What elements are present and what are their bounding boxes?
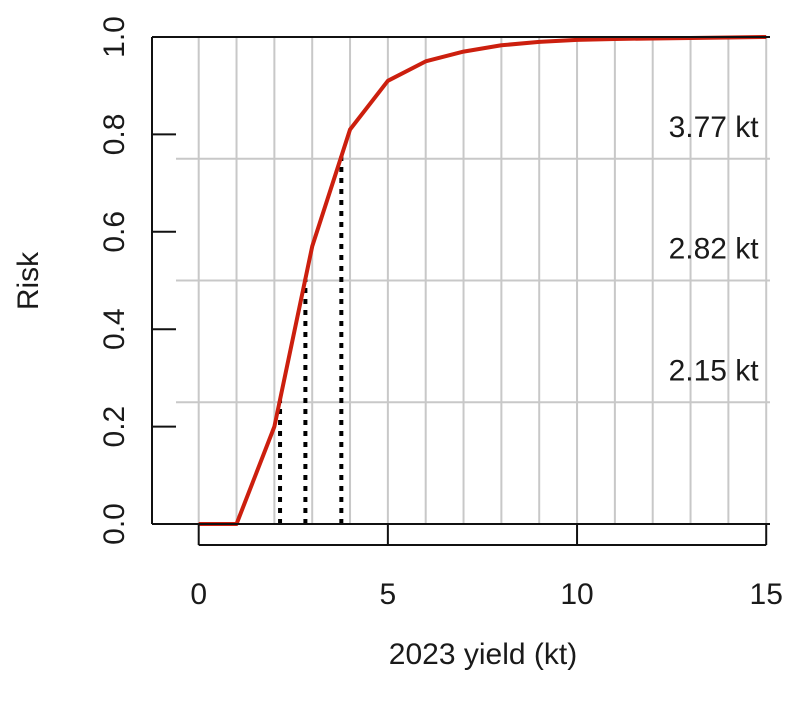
annotation-label: 2.82 kt: [669, 233, 760, 266]
grid-layer: [176, 37, 770, 524]
risk-curve: [198, 35, 767, 526]
x-axis-title: 2023 yield (kt): [389, 638, 577, 671]
frame-layer: [176, 36, 770, 525]
y-tick-label: 0.0: [98, 503, 131, 545]
y-axis-title: Risk: [12, 251, 45, 310]
series-layer: [198, 35, 767, 526]
y-tick-label: 0.6: [98, 211, 131, 253]
y-tick-label: 0.8: [98, 114, 131, 156]
y-tick-label: 1.0: [98, 16, 131, 58]
axis-layer: 0.0 0.2 0.4 0.6 0.8 1.0 0 5 10 15: [98, 16, 783, 611]
annotation-label: 3.77 kt: [669, 111, 760, 144]
reference-lines-layer: [278, 156, 344, 524]
annotation-label: 2.15 kt: [669, 354, 760, 387]
x-tick-label: 0: [190, 578, 207, 611]
x-tick-label: 5: [380, 578, 397, 611]
x-tick-label: 10: [560, 578, 593, 611]
y-tick-label: 0.4: [98, 308, 131, 350]
y-tick-label: 0.2: [98, 406, 131, 448]
annotation-layer: 3.77 kt 2.82 kt 2.15 kt: [669, 111, 760, 387]
x-tick-label: 15: [750, 578, 783, 611]
